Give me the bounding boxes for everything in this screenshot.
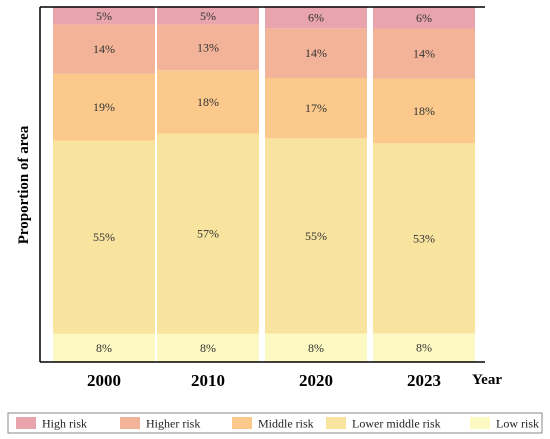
x-ticks-group: 2000 2010 2020 2023 — [87, 371, 441, 390]
legend-label-lower-middle-risk: Lower middle risk — [352, 417, 441, 431]
bar-segment-2000-middle-risk — [53, 73, 155, 141]
bar-segment-2000-high-risk — [53, 7, 155, 25]
x-tick-label-2020: 2020 — [299, 371, 333, 390]
legend-label-low-risk: Low risk — [496, 417, 539, 431]
data-label-2000-higher-risk: 14% — [93, 42, 115, 56]
bar-segment-2010-low-risk — [157, 333, 259, 362]
x-axis-label: Year — [472, 372, 502, 388]
legend-swatch-low-risk — [470, 417, 490, 429]
bar-segment-2010-middle-risk — [157, 70, 259, 134]
bar-segment-2023-high-risk — [373, 7, 475, 29]
x-tick-label-2000: 2000 — [87, 371, 121, 390]
bar-segment-2020-middle-risk — [265, 78, 367, 139]
x-tick-label-2023: 2023 — [407, 371, 441, 390]
data-label-2020-middle-risk: 17% — [305, 101, 327, 115]
x-tick-label-2010: 2010 — [191, 371, 225, 390]
bar-segment-2010-lower-middle-risk — [157, 133, 259, 334]
data-label-2023-high-risk: 6% — [416, 11, 432, 25]
bar-segment-2000-low-risk — [53, 333, 155, 362]
data-label-2020-high-risk: 6% — [308, 11, 324, 25]
data-label-2023-higher-risk: 14% — [413, 47, 435, 61]
legend-swatch-higher-risk — [120, 417, 140, 429]
y-axis-label: Proportion of area — [16, 125, 32, 244]
data-label-2023-lower-middle-risk: 53% — [413, 231, 435, 245]
legend: High risk Higher risk Middle risk Lower mid… — [7, 412, 543, 434]
data-label-2000-lower-middle-risk: 55% — [93, 230, 115, 244]
legend-label-high-risk: High risk — [42, 417, 87, 431]
bars-group: 8% 55% 19% 14% 5% 8% 57% 18% 13% 5% 8% 55% 17% 14% 6% 8… — [53, 7, 475, 362]
data-label-2020-low-risk: 8% — [308, 341, 324, 355]
data-label-2000-low-risk: 8% — [96, 341, 112, 355]
bar-segment-2010-higher-risk — [157, 24, 259, 71]
bar-segment-2020-lower-middle-risk — [265, 138, 367, 334]
data-label-2020-higher-risk: 14% — [305, 46, 327, 60]
data-label-2010-low-risk: 8% — [200, 341, 216, 355]
data-label-2023-middle-risk: 18% — [413, 104, 435, 118]
bar-segment-2020-low-risk — [265, 333, 367, 362]
legend-label-middle-risk: Middle risk — [258, 417, 314, 431]
legend-label-higher-risk: Higher risk — [146, 417, 200, 431]
bar-segment-2000-higher-risk — [53, 24, 155, 74]
bar-segment-2023-lower-middle-risk — [373, 143, 475, 334]
bar-segment-2023-low-risk — [373, 333, 475, 362]
data-label-2010-lower-middle-risk: 57% — [197, 227, 219, 241]
data-label-2000-high-risk: 5% — [96, 9, 112, 23]
legend-swatch-high-risk — [16, 417, 36, 429]
bar-segment-2020-higher-risk — [265, 28, 367, 78]
bar-segment-2020-high-risk — [265, 7, 367, 29]
legend-box — [7, 412, 543, 434]
bar-segment-2023-higher-risk — [373, 28, 475, 79]
bar-segment-2010-high-risk — [157, 7, 259, 25]
data-label-2023-low-risk: 8% — [416, 341, 432, 355]
data-label-2010-high-risk: 5% — [200, 9, 216, 23]
data-label-2000-middle-risk: 19% — [93, 100, 115, 114]
data-label-2010-middle-risk: 18% — [197, 95, 219, 109]
bar-segment-2023-middle-risk — [373, 78, 475, 144]
data-label-2020-lower-middle-risk: 55% — [305, 229, 327, 243]
legend-swatch-middle-risk — [232, 417, 252, 429]
data-label-2010-higher-risk: 13% — [197, 40, 219, 54]
bar-segment-2000-lower-middle-risk — [53, 140, 155, 334]
legend-swatch-lower-middle-risk — [326, 417, 346, 429]
